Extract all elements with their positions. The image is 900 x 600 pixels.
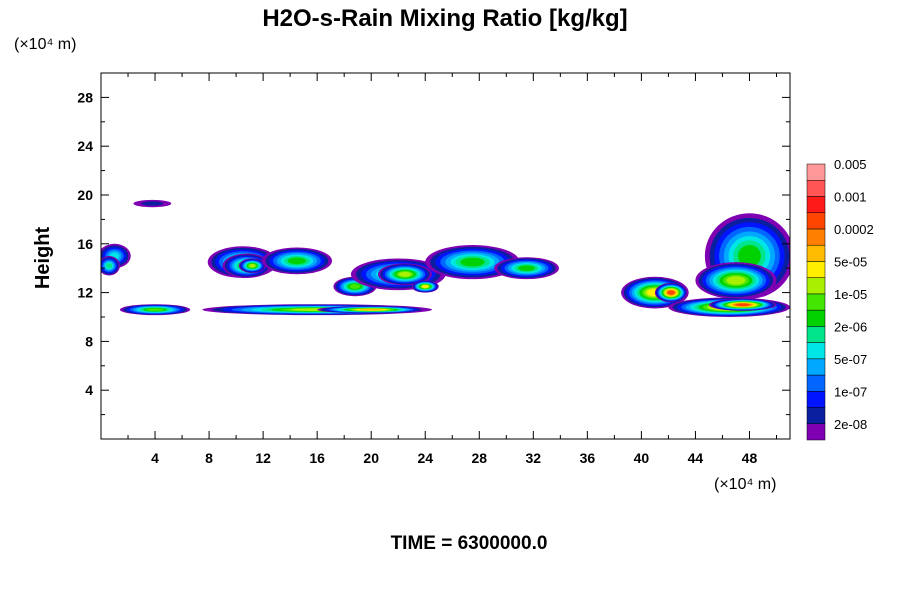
colorbar-box-14 [806,196,826,213]
contour-region-10-level-10 [422,285,429,288]
colorbar-box-4 [806,358,826,376]
contour-region-13-level-8 [146,308,164,312]
contour-region-9-level-9 [398,271,412,277]
colorbar-label: 2e-08 [834,417,867,432]
colorbar-box-7 [806,309,826,327]
y-tick-label: 20 [77,187,93,203]
colorbar-box-15 [806,179,826,197]
x-tick-label: 28 [471,450,487,466]
x-tick-label: 48 [742,450,758,466]
contour-region-21-level-13 [735,303,750,307]
colorbar: 2e-08 1e-07 5e-07 2e-06 1e-05 5e-05 0.0002 0.00… [806,157,874,441]
colorbar-box-2 [806,391,826,408]
colorbar-label: 0.005 [834,157,867,172]
x-tick-label: 16 [309,450,325,466]
colorbar-box-13 [806,212,826,230]
contour-region-12-level-7 [518,265,535,272]
contour-region-7-level-8 [349,284,361,289]
colorbar-label: 1e-05 [834,287,867,302]
y-tick-label: 12 [77,285,93,301]
colorbar-box-5 [806,342,826,360]
x-tick-label: 32 [526,450,542,466]
x-tick-label: 8 [205,450,213,466]
y-axis-label: Height [32,227,54,290]
y-tick-label: 8 [85,333,93,349]
colorbar-box-12 [806,228,826,246]
contour-fields [101,199,790,317]
x-tick-label: 24 [417,450,433,466]
contour-region-18-level-7 [738,245,761,267]
colorbar-box-16 [806,163,826,181]
contour-region-1-level-6 [106,263,113,269]
colorbar-label: 1e-07 [834,384,867,399]
y-tick-label: 4 [85,382,93,398]
contour-region-5-level-9 [249,264,256,268]
x-tick-label: 36 [580,450,596,466]
colorbar-box-10 [806,261,826,278]
contour-region-15-level-11 [359,308,384,311]
contour-region-2-level-1 [141,201,164,206]
contour-region-11-level-7 [460,257,485,267]
y-tick-label: 28 [77,89,93,105]
colorbar-label: 5e-07 [834,352,867,367]
x-tick-label: 20 [363,450,379,466]
colorbar-box-9 [806,277,826,295]
chart-title: H2O-s-Rain Mixing Ratio [kg/kg] [262,5,627,32]
x-tick-label: 40 [634,450,650,466]
colorbar-label: 5e-05 [834,254,867,269]
colorbar-box-0 [806,423,826,441]
x-tick-label: 12 [255,450,271,466]
plot-frame [100,72,791,440]
y-tick-label: 16 [77,236,93,252]
colorbar-label: 0.0002 [834,222,874,237]
colorbar-box-1 [806,407,826,425]
time-label: TIME = 6300000.0 [391,533,548,554]
x-axis-unit: (×10⁴ m) [714,476,776,493]
colorbar-label: 2e-06 [834,319,867,334]
colorbar-box-3 [806,374,826,392]
x-tick-label: 44 [688,450,704,466]
contour-region-6-level-7 [287,257,306,265]
x-tick-label: 4 [151,450,159,466]
colorbar-box-11 [806,244,826,262]
y-axis-unit: (×10⁴ m) [14,36,76,53]
colorbar-box-6 [806,326,826,343]
colorbar-box-8 [806,293,826,311]
y-tick-label: 24 [77,138,93,154]
colorbar-label: 0.001 [834,189,867,204]
contour-region-17-level-13 [667,290,675,295]
contour-region-19-level-9 [726,276,746,285]
